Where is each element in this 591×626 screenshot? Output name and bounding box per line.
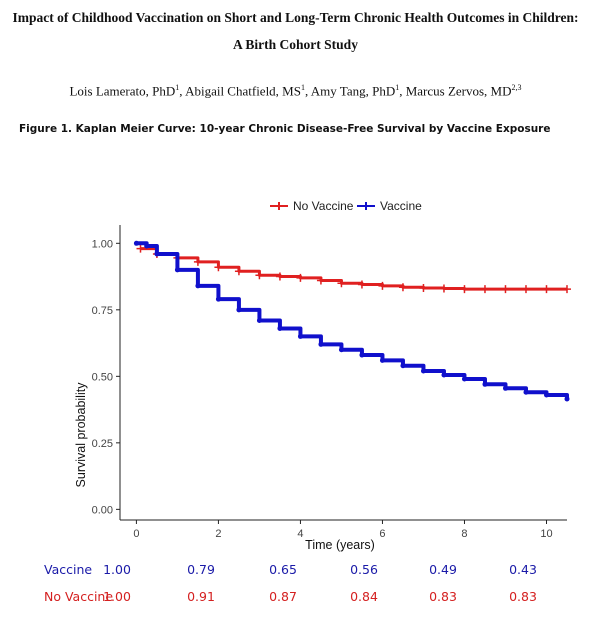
summary-cell: 1.00 [103, 562, 131, 577]
censor-mark [398, 283, 407, 292]
data-point [502, 385, 508, 391]
chart-legend: No Vaccine Vaccine [270, 199, 422, 213]
author-separator: , [399, 83, 406, 99]
summary-cell: 0.43 [509, 562, 537, 577]
censor-mark [563, 285, 571, 294]
censor-mark [480, 285, 489, 294]
data-point [133, 240, 139, 246]
chart-series [133, 240, 571, 402]
censor-mark [378, 281, 387, 290]
x-tick-label: 6 [379, 528, 385, 540]
summary-cell: 0.56 [350, 562, 378, 577]
paper-title-line-2: A Birth Cohort Study [233, 37, 358, 52]
summary-row-label: Vaccine [44, 562, 93, 577]
data-point [236, 307, 242, 313]
summary-cell: 0.49 [429, 562, 457, 577]
censor-mark [357, 280, 366, 289]
author-name: Abigail Chatfield, MS [185, 83, 301, 99]
x-axis-label: Time (years) [305, 538, 375, 552]
x-tick-label: 2 [215, 528, 221, 540]
y-tick-label: 1.00 [92, 238, 113, 250]
x-tick-label: 8 [461, 528, 467, 540]
summary-cell: 0.87 [269, 589, 297, 604]
censor-mark [439, 284, 448, 293]
series-line-no-vaccine [140, 247, 567, 291]
kaplan-meier-chart: No Vaccine Vaccine 0.00 0.25 0.50 0.75 1.00 0 2… [74, 199, 571, 552]
censor-mark [521, 285, 530, 294]
censor-mark [275, 272, 284, 281]
y-axis-label: Survival probability [74, 382, 88, 488]
data-point [461, 376, 467, 382]
author-name: Amy Tang, PhD [310, 83, 396, 99]
censor-mark [419, 284, 428, 292]
survival-summary-table: Vaccine 1.00 0.79 0.65 0.56 0.49 0.43 No Vaccin… [0, 560, 591, 610]
y-tick-label: 0.75 [92, 305, 113, 317]
author-separator: , [304, 83, 311, 99]
author-name: Lois Lamerato, PhD [69, 83, 176, 99]
censor-mark [337, 279, 346, 288]
summary-cell: 1.00 [103, 589, 131, 604]
legend-label: Vaccine [380, 199, 422, 213]
author-separator: , [179, 83, 186, 99]
summary-row: No Vaccine 1.00 0.91 0.87 0.84 0.83 0.83 [0, 589, 591, 607]
censor-mark [214, 263, 223, 272]
author-affiliation: 1 [300, 83, 305, 92]
paper-title-line-1: Impact of Childhood Vaccination on Short… [12, 10, 579, 25]
author-list: Lois Lamerato, PhD1, Abigail Chatfield, … [0, 83, 591, 99]
data-point [215, 296, 221, 302]
figure-caption: Figure 1. Kaplan Meier Curve: 10-year Ch… [19, 123, 551, 135]
summary-cell: 0.65 [269, 562, 297, 577]
censor-mark [542, 285, 551, 294]
x-tick-label: 0 [133, 528, 139, 540]
summary-row: Vaccine 1.00 0.79 0.65 0.56 0.49 0.43 [0, 562, 591, 580]
data-point [564, 396, 570, 402]
data-point [441, 372, 447, 378]
data-point [523, 389, 529, 395]
data-point [195, 283, 201, 289]
author-affiliation: 1 [395, 83, 400, 92]
y-tick-label: 0.00 [92, 504, 113, 516]
summary-cell: 0.83 [429, 589, 457, 604]
data-point [297, 333, 303, 339]
data-point [318, 341, 324, 347]
chart-axes: 0.00 0.25 0.50 0.75 1.00 0 2 4 6 8 10 [92, 225, 567, 540]
summary-row-label: No Vaccine [44, 589, 114, 604]
x-tick-label: 10 [540, 528, 552, 540]
censor-mark [136, 244, 145, 253]
data-point [256, 317, 262, 323]
data-point [174, 267, 180, 273]
censor-mark [501, 285, 510, 294]
legend-label: No Vaccine [293, 199, 354, 213]
y-tick-label: 0.50 [92, 371, 113, 383]
censor-mark [460, 285, 469, 294]
data-point [277, 325, 283, 331]
summary-cell: 0.84 [350, 589, 378, 604]
x-tick-label: 4 [297, 528, 303, 540]
summary-cell: 0.79 [187, 562, 215, 577]
censor-mark [193, 257, 202, 266]
author-name: Marcus Zervos, MD [405, 83, 512, 99]
y-tick-label: 0.25 [92, 438, 113, 450]
censor-mark [296, 273, 305, 282]
data-point [543, 392, 549, 398]
censor-mark [316, 276, 325, 285]
data-point [482, 381, 488, 387]
author-affiliation: 1 [175, 83, 180, 92]
summary-cell: 0.91 [187, 589, 215, 604]
summary-cell: 0.83 [509, 589, 537, 604]
data-point [379, 357, 385, 363]
author-affiliation: 2,3 [511, 83, 522, 92]
data-point [338, 347, 344, 353]
series-line-vaccine [136, 241, 569, 399]
data-point [144, 243, 150, 249]
censor-mark [255, 271, 264, 280]
censor-mark [234, 267, 243, 276]
data-point [400, 363, 406, 369]
data-point [154, 251, 160, 257]
data-point [420, 368, 426, 374]
data-point [359, 352, 365, 358]
